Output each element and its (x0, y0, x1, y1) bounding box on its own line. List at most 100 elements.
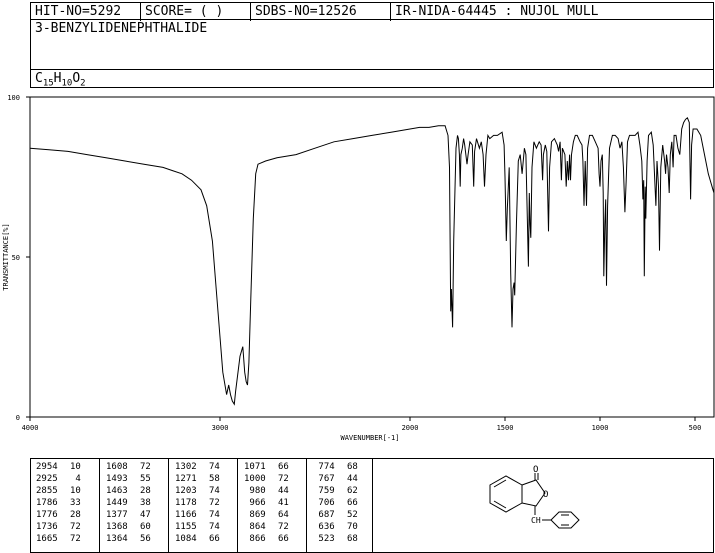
peak-wavenumber: 1377 (106, 510, 128, 520)
sdbs-number: SDBS-NO=12526 (251, 3, 391, 21)
peak-column: 2954 10 2925 4 2855 10 1786 33 1776 28 1736 72 1665… (30, 458, 100, 553)
x-tick-label: 500 (689, 424, 702, 432)
peak-wavenumber: 1166 (175, 510, 197, 520)
spectrum-line (29, 116, 715, 406)
peak-transmittance: 4 (70, 474, 81, 484)
peak-wavenumber: 966 (244, 498, 266, 508)
formula-box: C15H10O2 (30, 69, 714, 89)
peak-wavenumber: 2855 (36, 486, 58, 496)
peak-wavenumber: 1084 (175, 534, 197, 544)
peak-wavenumber: 636 (313, 522, 335, 532)
peak-transmittance: 28 (140, 486, 151, 496)
peak-wavenumber: 1271 (175, 474, 197, 484)
peak-wavenumber: 1463 (106, 486, 128, 496)
peak-transmittance: 66 (278, 534, 289, 544)
peak-transmittance: 74 (209, 486, 220, 496)
x-tick-label: 2000 (402, 424, 419, 432)
peak-transmittance: 68 (347, 534, 358, 544)
x-tick-label: 1500 (497, 424, 514, 432)
peak-column: 1608 72 1493 55 1463 28 1449 38 1377 47 1368 60 1364… (99, 458, 169, 553)
peak-wavenumber: 1608 (106, 462, 128, 472)
peak-wavenumber: 1203 (175, 486, 197, 496)
peak-transmittance: 58 (209, 474, 220, 484)
peak-wavenumber: 767 (313, 474, 335, 484)
peak-column: 1071 66 1000 72 980 44 966 41 869 64 864 72 866… (237, 458, 307, 553)
peak-column: 1302 74 1271 58 1203 74 1178 72 1166 74 1155 74 1084… (168, 458, 238, 553)
y-tick-label: 50 (12, 254, 20, 262)
peak-wavenumber: 2925 (36, 474, 58, 484)
peak-transmittance: 55 (140, 474, 151, 484)
peak-transmittance: 72 (209, 498, 220, 508)
benzylidenephthalide-structure: O O CH (489, 465, 580, 529)
carbonyl-oxygen-label: O (533, 465, 538, 475)
x-tick-label: 4000 (22, 424, 39, 432)
peak-transmittance: 70 (347, 522, 358, 532)
hit-number: HIT-NO=5292 (31, 3, 141, 21)
peak-wavenumber: 1493 (106, 474, 128, 484)
y-tick-label: 0 (16, 414, 20, 422)
x-tick-label: 1000 (592, 424, 609, 432)
peak-wavenumber: 1155 (175, 522, 197, 532)
peak-wavenumber: 774 (313, 462, 335, 472)
peak-wavenumber: 1736 (36, 522, 58, 532)
x-axis-label: WAVENUMBER[-1] (340, 434, 399, 442)
peak-wavenumber: 523 (313, 534, 335, 544)
peak-wavenumber: 759 (313, 486, 335, 496)
peak-transmittance: 72 (278, 474, 289, 484)
peak-transmittance: 74 (209, 510, 220, 520)
ir-spectrum-chart: 4000 3000 2000 1500 1000 500 0 50 100 WAVENUMBE… (2, 94, 715, 442)
peak-wavenumber: 1665 (36, 534, 58, 544)
peak-wavenumber: 1449 (106, 498, 128, 508)
compound-name: 3-BENZYLIDENEPHTHALIDE (35, 21, 208, 36)
lactone-ring (521, 479, 546, 507)
peak-wavenumber: 864 (244, 522, 266, 532)
fused-benzene-ring (489, 475, 523, 513)
peak-wavenumber: 1368 (106, 522, 128, 532)
peak-transmittance: 74 (209, 522, 220, 532)
y-axis-label: TRANSMITTANCE[%] (2, 223, 10, 290)
peak-wavenumber: 869 (244, 510, 266, 520)
peak-transmittance: 72 (70, 534, 81, 544)
x-tick-label: 3000 (212, 424, 229, 432)
peak-transmittance: 66 (347, 498, 358, 508)
peak-transmittance: 10 (70, 462, 81, 472)
peak-wavenumber: 687 (313, 510, 335, 520)
peak-transmittance: 62 (347, 486, 358, 496)
phenyl-ring (550, 511, 580, 529)
ring-oxygen-label: O (543, 490, 548, 500)
peak-transmittance: 41 (278, 498, 289, 508)
peak-transmittance: 28 (70, 510, 81, 520)
molecular-formula: C15H10O2 (35, 71, 86, 89)
peak-wavenumber: 1776 (36, 510, 58, 520)
peak-wavenumber: 1364 (106, 534, 128, 544)
peak-transmittance: 64 (278, 510, 289, 520)
peak-transmittance: 47 (140, 510, 151, 520)
structure-box: O O CH (372, 458, 714, 553)
peak-wavenumber: 1786 (36, 498, 58, 508)
peak-wavenumber: 866 (244, 534, 266, 544)
peak-column: 774 68 767 44 759 62 706 66 687 52 636 70 523 6… (306, 458, 373, 553)
peak-transmittance: 10 (70, 486, 81, 496)
peak-wavenumber: 706 (313, 498, 335, 508)
peak-transmittance: 72 (278, 522, 289, 532)
peak-transmittance: 56 (140, 534, 151, 544)
plot-frame (29, 96, 715, 418)
methine-label: CH (531, 516, 541, 525)
peak-transmittance: 33 (70, 498, 81, 508)
peak-transmittance: 44 (347, 474, 358, 484)
peak-wavenumber: 2954 (36, 462, 58, 472)
peak-wavenumber: 1178 (175, 498, 197, 508)
peak-wavenumber: 980 (244, 486, 266, 496)
peak-transmittance: 68 (347, 462, 358, 472)
y-tick-label: 100 (7, 94, 20, 102)
peak-transmittance: 66 (209, 534, 220, 544)
score: SCORE= ( ) (141, 3, 251, 21)
peak-transmittance: 72 (140, 462, 151, 472)
peak-wavenumber: 1000 (244, 474, 266, 484)
peak-transmittance: 72 (70, 522, 81, 532)
ir-number: IR-NIDA-64445 : NUJOL MULL (395, 4, 599, 19)
peak-transmittance: 60 (140, 522, 151, 532)
peak-wavenumber: 1071 (244, 462, 266, 472)
peak-transmittance: 66 (278, 462, 289, 472)
peak-transmittance: 74 (209, 462, 220, 472)
